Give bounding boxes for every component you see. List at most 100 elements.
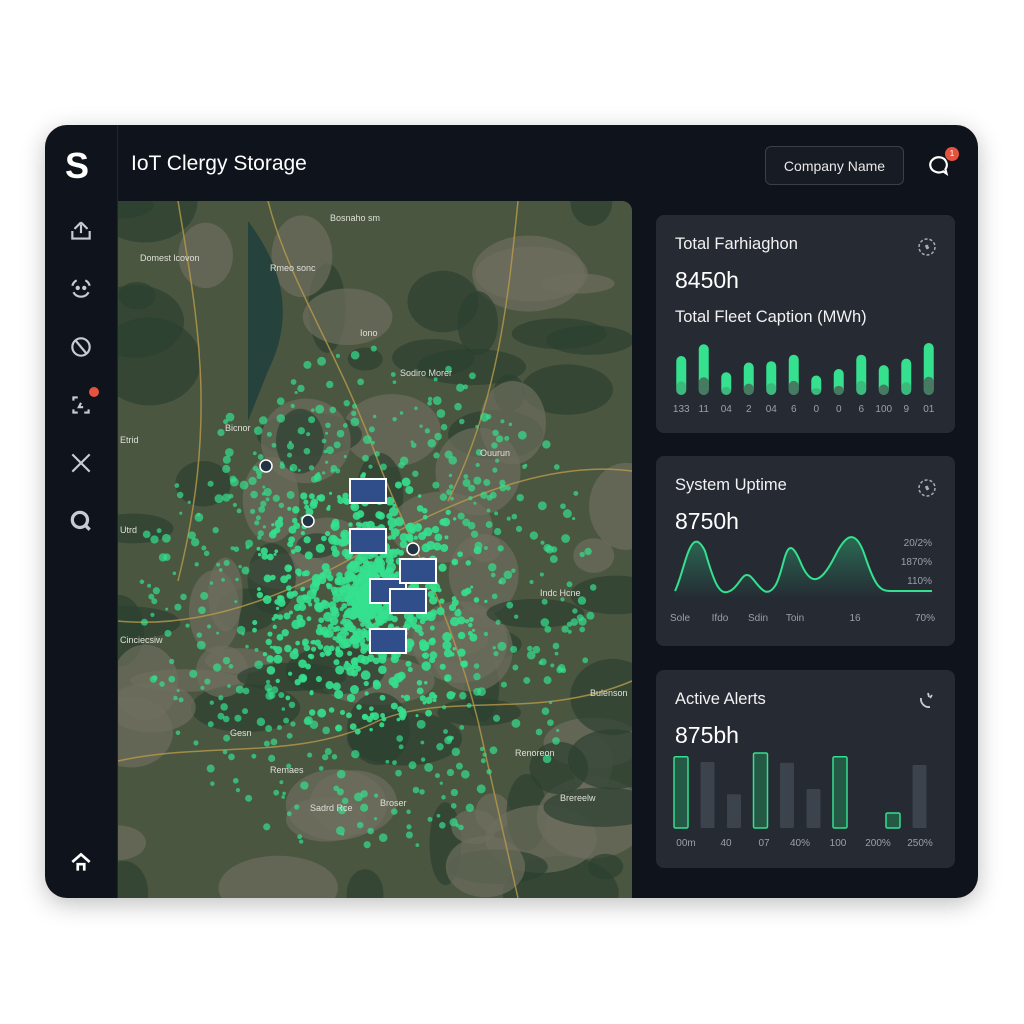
device-dot [254,647,259,652]
sync-icon[interactable] [67,333,95,361]
device-dot [228,493,234,499]
map-place-label: Bosnaho sm [330,213,380,223]
company-name-button[interactable]: Company Name [765,146,904,185]
device-dot [405,831,413,839]
device-dot [359,573,367,581]
device-dot [388,526,394,531]
device-dot [284,644,292,653]
device-dot [351,750,360,759]
device-dot [468,496,473,501]
device-dot [378,609,385,617]
device-dot [283,612,291,620]
device-dot [394,548,401,555]
device-dot [515,525,523,533]
terrain-patch [392,338,475,377]
device-dot [455,823,460,828]
device-dot [266,553,274,561]
device-dot [295,640,301,646]
device-dot [444,450,453,459]
device-dot [187,500,191,504]
phone-icon[interactable] [917,690,937,710]
device-dot [342,492,349,500]
device-dot [327,574,334,582]
device-dot [196,632,203,638]
device-dot [403,694,411,702]
device-dot [342,423,348,428]
device-dot [242,708,249,715]
device-dot [254,660,264,670]
scan-icon[interactable] [67,387,99,419]
settings-icon[interactable] [917,237,937,257]
terrain-patch [118,201,198,243]
device-dot [532,645,541,654]
device-dot [419,618,426,625]
device-dot [351,403,358,409]
device-dot [325,582,331,588]
device-dot [232,502,237,508]
settings-icon[interactable] [917,478,937,498]
face-icon[interactable] [67,275,95,303]
device-dot [431,525,440,534]
device-dot [303,360,312,369]
terrain-patch [457,291,498,356]
road [177,201,202,582]
device-dot [276,633,284,641]
device-dot [482,752,487,757]
device-dot [495,435,504,443]
device-dot [335,353,341,359]
device-dot [349,723,357,731]
bar [766,361,777,395]
close-icon[interactable] [67,449,95,477]
device-dot [325,422,331,429]
card-title: Active Alerts [675,690,766,708]
device-dot [179,511,183,515]
device-dot [343,627,349,633]
device-dot [300,781,309,790]
device-dot [341,576,349,585]
fleet-map[interactable]: Bosnaho sm Domest lcovon Rmeo sonc Iono Bicn… [118,201,632,898]
device-dot [424,763,434,772]
device-dot [261,492,266,496]
device-dot [421,507,428,514]
y-tick-label: 1870% [901,557,932,568]
map-place-label: Domest lcovon [140,253,200,263]
device-dot [483,478,491,486]
device-dot [549,700,553,705]
device-dot [303,447,311,455]
device-dot [461,589,469,597]
device-dot [335,665,345,675]
search-icon[interactable] [67,507,95,535]
device-dot [173,695,178,701]
device-dot [351,410,357,417]
device-dot [227,684,231,688]
device-dot [529,531,539,540]
device-dot [324,650,331,657]
solar-panel-marker [349,478,387,504]
device-dot [330,545,338,552]
device-dot [217,428,225,437]
device-dot [308,602,313,607]
device-dot [308,416,316,424]
device-dot [308,493,315,500]
device-dot [314,639,322,647]
upload-icon[interactable] [67,217,95,245]
device-dot [543,543,552,552]
device-dot [286,811,292,817]
device-dot [212,663,222,672]
notification-button[interactable]: 1 [927,147,959,179]
device-dot [356,821,364,829]
device-dot [381,716,387,722]
device-dot [510,645,518,653]
device-dot [441,795,446,800]
device-dot [178,697,184,703]
device-dot [436,743,444,751]
device-dot [386,513,393,520]
device-dot [438,563,447,572]
device-dot [572,517,576,521]
tick-label: 133 [673,404,690,415]
map-canvas[interactable]: Bosnaho sm Domest lcovon Rmeo sonc Iono Bicn… [118,201,632,898]
tick-label: 04 [721,404,733,415]
device-dot [448,473,453,478]
home-up-icon[interactable] [67,848,95,876]
card-value: 875bh [675,722,739,748]
